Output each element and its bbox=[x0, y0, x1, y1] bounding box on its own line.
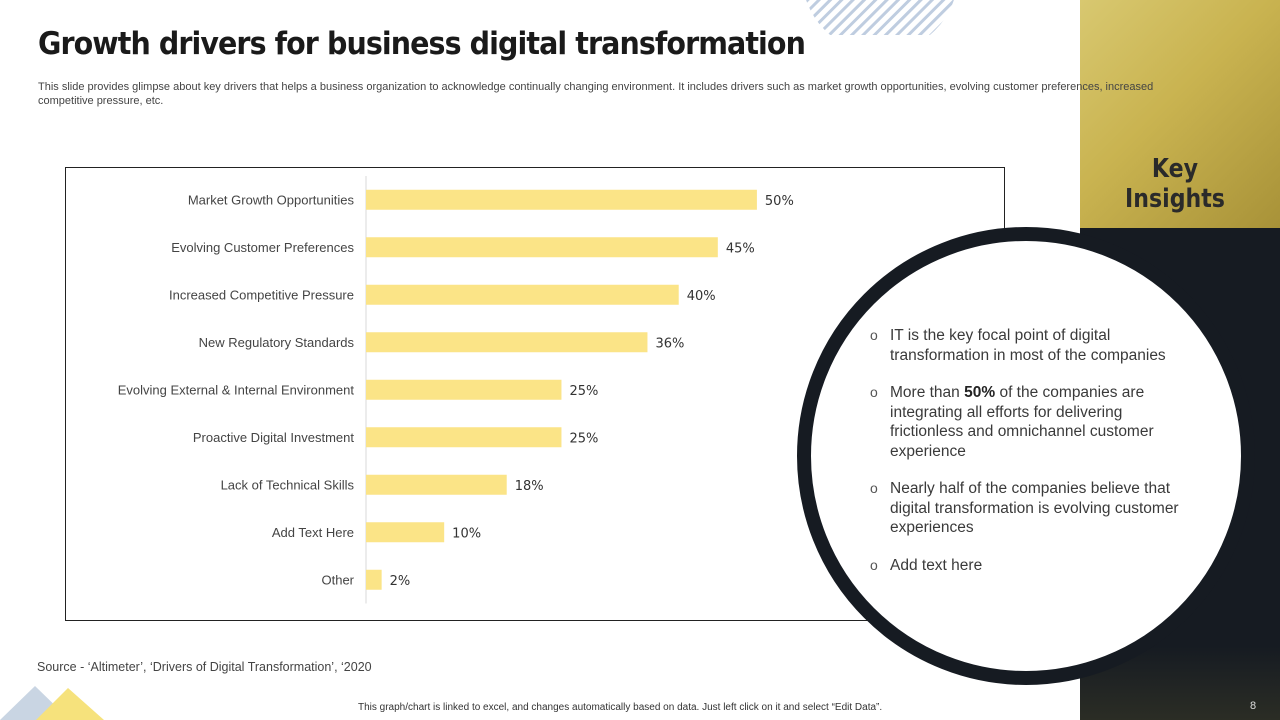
bar[interactable] bbox=[366, 284, 679, 305]
bar[interactable] bbox=[366, 332, 648, 353]
value-label: 25% bbox=[569, 384, 598, 399]
bar[interactable] bbox=[366, 522, 445, 543]
page-subtitle: This slide provides glimpse about key dr… bbox=[38, 81, 1154, 107]
category-label: Market Growth Opportunities bbox=[188, 192, 355, 207]
category-label: Add Text Here bbox=[272, 525, 354, 540]
category-label: Increased Competitive Pressure bbox=[169, 287, 354, 302]
decorative-stripes bbox=[802, 0, 958, 35]
insight-highlight: 50% bbox=[964, 384, 996, 401]
insight-item: o IT is the key focal point of digital t… bbox=[870, 326, 1190, 365]
category-label: Evolving External & Internal Environment bbox=[118, 382, 355, 397]
page-title: Growth drivers for business digital tran… bbox=[38, 26, 806, 62]
bar[interactable] bbox=[366, 474, 507, 495]
bullet-icon: o bbox=[870, 327, 878, 343]
category-label: Other bbox=[321, 572, 354, 587]
bullet-icon: o bbox=[870, 480, 878, 496]
bar-chart[interactable]: Market Growth Opportunities 50% Evolving C… bbox=[66, 168, 1004, 620]
insight-text-pre: More than bbox=[890, 384, 965, 401]
category-label: Proactive Digital Investment bbox=[193, 430, 355, 445]
value-label: 40% bbox=[687, 289, 716, 304]
bar[interactable] bbox=[366, 379, 562, 400]
insight-item: o More than 50% of the companies are int… bbox=[870, 383, 1190, 461]
corner-triangles-decoration bbox=[0, 686, 104, 720]
bar[interactable] bbox=[366, 189, 757, 210]
bar[interactable] bbox=[366, 237, 718, 258]
category-label: Evolving Customer Preferences bbox=[171, 240, 354, 255]
footer-note: This graph/chart is linked to excel, and… bbox=[358, 702, 883, 713]
insight-text: Nearly half of the companies believe tha… bbox=[890, 480, 1179, 536]
value-label: 18% bbox=[515, 479, 544, 494]
insight-text-post: of the companies are integrating all eff… bbox=[890, 384, 1154, 460]
page-number: 8 bbox=[1250, 700, 1257, 712]
bar[interactable] bbox=[366, 569, 382, 590]
insight-item: o Nearly half of the companies believe t… bbox=[870, 479, 1190, 538]
insight-text: Add text here bbox=[890, 556, 983, 574]
value-label: 25% bbox=[569, 431, 598, 446]
value-label: 10% bbox=[452, 526, 481, 541]
insight-item: o Add text here bbox=[870, 556, 1190, 576]
value-label: 2% bbox=[390, 574, 411, 589]
bullet-icon: o bbox=[870, 384, 878, 400]
value-label: 50% bbox=[765, 194, 794, 209]
source-note: Source - ‘Altimeter’, ‘Drivers of Digita… bbox=[37, 660, 372, 674]
key-insights-heading: Key Insights bbox=[1125, 154, 1225, 214]
insights-list: o IT is the key focal point of digital t… bbox=[870, 326, 1190, 593]
insight-text: IT is the key focal point of digital tra… bbox=[890, 327, 1166, 364]
bar[interactable] bbox=[366, 427, 562, 448]
gold-panel bbox=[1080, 0, 1280, 228]
category-label: New Regulatory Standards bbox=[199, 335, 355, 350]
bullet-icon: o bbox=[870, 556, 878, 573]
value-label: 45% bbox=[726, 241, 755, 256]
value-label: 36% bbox=[655, 336, 684, 351]
category-label: Lack of Technical Skills bbox=[221, 477, 355, 492]
